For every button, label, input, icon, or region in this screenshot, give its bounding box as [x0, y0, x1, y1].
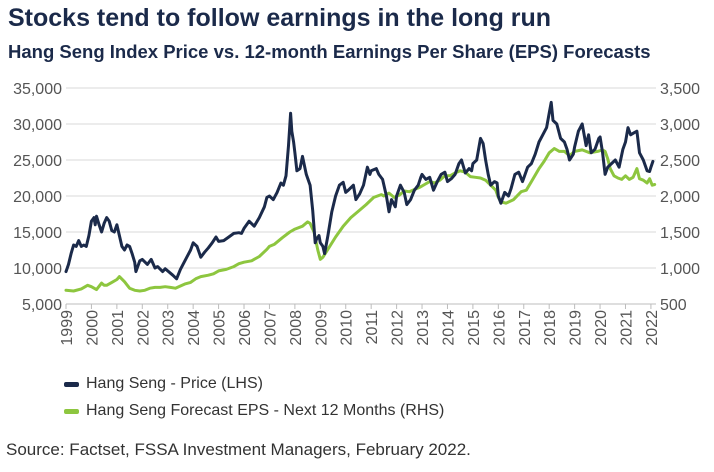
x-tick-label: 2018 [542, 310, 559, 346]
x-tick-label: 2017 [517, 310, 534, 346]
legend-swatch-eps [64, 408, 79, 414]
y-left-tick-label: 20,000 [13, 189, 62, 206]
x-tick-label: 2011 [364, 310, 381, 345]
x-tick-label: 2005 [212, 310, 229, 346]
y-left-tick-label: 25,000 [13, 153, 62, 170]
x-tick-label: 2019 [568, 310, 585, 346]
series-line-eps [64, 147, 657, 293]
x-tick-label: 2003 [161, 310, 178, 346]
source-note: Source: Factset, FSSA Investment Manager… [6, 440, 471, 459]
chart-subtitle: Hang Seng Index Price vs. 12-month Earni… [8, 41, 651, 62]
x-tick-label: 2001 [110, 310, 127, 346]
y-right-tick-label: 2,000 [660, 189, 700, 206]
y-right-tick-label: 500 [660, 297, 687, 314]
x-tick-label: 2004 [186, 310, 203, 346]
y-right-tick-label: 2,500 [660, 153, 700, 170]
x-tick-label: 2010 [339, 310, 356, 346]
x-tick-label: 1999 [59, 310, 76, 346]
chart-title: Stocks tend to follow earnings in the lo… [8, 4, 552, 32]
y-right-tick-label: 3,500 [660, 81, 700, 98]
y-left-tick-label: 30,000 [13, 117, 62, 134]
x-tick-label: 2006 [237, 310, 254, 346]
x-tick-label: 2022 [644, 310, 661, 346]
x-tick-label: 2014 [440, 310, 457, 346]
x-tick-label: 2002 [135, 310, 152, 346]
x-tick-label: 2012 [390, 310, 407, 346]
x-tick-label: 2016 [491, 310, 508, 346]
x-tick-label: 2021 [618, 310, 635, 346]
x-tick-label: 2020 [593, 310, 610, 346]
y-left-tick-label: 5,000 [22, 297, 62, 314]
y-right-tick-label: 3,000 [660, 117, 700, 134]
x-tick-label: 2015 [466, 310, 483, 346]
y-left-tick-label: 10,000 [13, 261, 62, 278]
y-right-tick-label: 1,000 [660, 261, 700, 278]
x-tick-label: 2013 [415, 310, 432, 346]
series-line-price [64, 100, 655, 281]
legend-label-eps: Hang Seng Forecast EPS - Next 12 Months … [86, 402, 445, 419]
legend-item-eps: Hang Seng Forecast EPS - Next 12 Months … [64, 402, 444, 420]
y-left-tick-label: 15,000 [13, 225, 62, 242]
line-chart: 5,000 10,000 15,000 20,000 25,000 30,000 35,00… [13, 81, 700, 346]
x-tick-label: 2009 [313, 310, 330, 346]
legend-label-price: Hang Seng - Price (LHS) [86, 375, 263, 392]
x-tick-label: 2008 [288, 310, 305, 346]
x-tick-label: 2007 [262, 310, 279, 346]
legend-item-price: Hang Seng - Price (LHS) [64, 375, 263, 393]
y-right-tick-label: 1,500 [660, 225, 700, 242]
x-tick-label: 2000 [84, 310, 101, 346]
legend-swatch-price [64, 381, 79, 387]
y-left-tick-label: 35,000 [13, 81, 62, 98]
